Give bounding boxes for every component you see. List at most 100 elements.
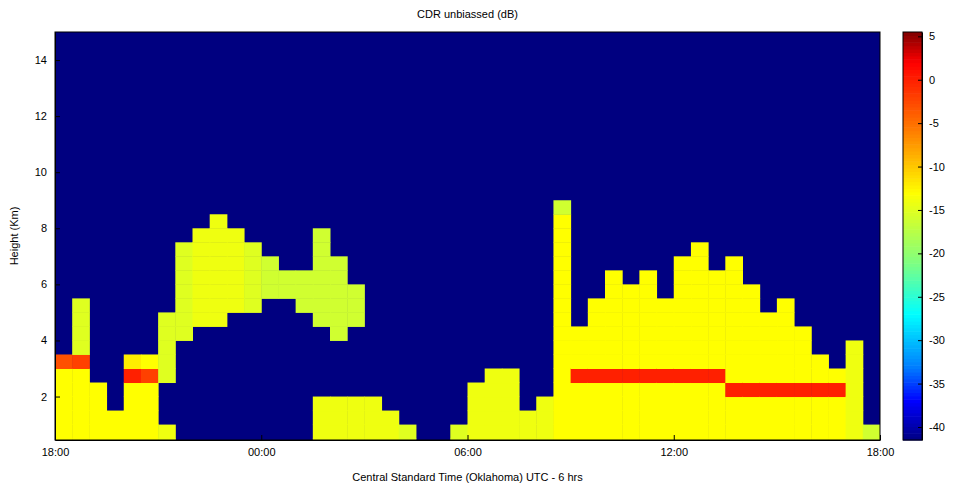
- cell: [553, 228, 571, 243]
- cell: [553, 425, 571, 440]
- colorbar-tick: 5: [918, 30, 935, 42]
- cell: [691, 340, 709, 355]
- cell: [725, 312, 743, 327]
- cell: [553, 256, 571, 271]
- cell: [760, 368, 778, 383]
- cell: [571, 340, 589, 355]
- cell: [571, 383, 589, 398]
- colorbar-tick-label: -15: [929, 204, 945, 216]
- cell: [227, 242, 245, 257]
- cell: [708, 312, 726, 327]
- y-tick-label: 12: [35, 110, 47, 122]
- cell: [794, 354, 812, 369]
- cell: [261, 270, 279, 285]
- cell: [794, 326, 812, 341]
- cell: [124, 425, 142, 440]
- cell: [141, 411, 159, 426]
- cell: [553, 312, 571, 327]
- cell: [691, 354, 709, 369]
- cell: [193, 242, 211, 257]
- cell: [72, 368, 90, 383]
- colorbar: [903, 32, 922, 441]
- cell: [674, 298, 692, 313]
- y-tick-mark: [55, 340, 60, 341]
- cell: [536, 397, 554, 412]
- colorbar-swatch: [903, 131, 922, 135]
- colorbar-tick: -10: [918, 161, 945, 173]
- cell: [777, 411, 795, 426]
- cell: [55, 425, 73, 440]
- cell: [175, 256, 193, 271]
- cell: [811, 368, 829, 383]
- colorbar-axis: 50-5-10-15-20-25-30-35-40: [918, 30, 945, 440]
- cell: [811, 411, 829, 426]
- cell: [141, 397, 159, 412]
- cell: [553, 270, 571, 285]
- cell: [313, 270, 331, 285]
- cell: [674, 270, 692, 285]
- colorbar-tick: -40: [918, 421, 945, 433]
- cell: [639, 397, 657, 412]
- cell: [89, 425, 107, 440]
- cell: [244, 270, 262, 285]
- y-tick-mark: [55, 172, 60, 173]
- cell: [72, 411, 90, 426]
- colorbar-tick-mark: [918, 123, 922, 124]
- cell: [743, 340, 761, 355]
- cell: [72, 340, 90, 355]
- y-tick-label: 2: [41, 391, 47, 403]
- cell: [502, 383, 520, 398]
- cell: [313, 425, 331, 440]
- cell: [691, 312, 709, 327]
- cell: [674, 354, 692, 369]
- chart-title: CDR unbiassed (dB): [417, 8, 518, 20]
- cell: [485, 425, 503, 440]
- cell: [743, 425, 761, 440]
- colorbar-swatch: [903, 433, 922, 437]
- cell: [639, 284, 657, 299]
- colorbar-swatch: [903, 331, 922, 335]
- cell: [794, 397, 812, 412]
- cell: [674, 368, 692, 383]
- cell: [485, 383, 503, 398]
- cell: [725, 256, 743, 271]
- cell: [725, 397, 743, 412]
- cell: [725, 368, 743, 383]
- cell: [296, 298, 314, 313]
- cell: [72, 383, 90, 398]
- x-tick: 18:00: [867, 435, 895, 458]
- cell: [828, 368, 846, 383]
- cell: [210, 270, 228, 285]
- cell: [536, 425, 554, 440]
- cell: [639, 368, 657, 383]
- colorbar-swatch: [903, 416, 922, 420]
- cell: [588, 354, 606, 369]
- cell: [691, 425, 709, 440]
- cell: [760, 354, 778, 369]
- cell: [760, 326, 778, 341]
- cell: [313, 228, 331, 243]
- cell: [725, 354, 743, 369]
- colorbar-swatch: [903, 314, 922, 318]
- cell: [725, 284, 743, 299]
- cell: [605, 326, 623, 341]
- colorbar-swatch: [903, 263, 922, 267]
- cell: [657, 368, 675, 383]
- cell: [846, 368, 864, 383]
- cell: [571, 411, 589, 426]
- colorbar-swatch: [903, 148, 922, 152]
- cell: [347, 298, 365, 313]
- colorbar-tick-label: -35: [929, 378, 945, 390]
- cell: [210, 298, 228, 313]
- colorbar-swatch: [903, 209, 922, 213]
- cell: [846, 383, 864, 398]
- cell: [175, 270, 193, 285]
- cell: [588, 411, 606, 426]
- cell: [846, 354, 864, 369]
- x-tick-label: 18:00: [42, 446, 70, 458]
- y-tick-mark: [55, 397, 60, 398]
- x-axis-line: [56, 440, 881, 441]
- cell: [553, 326, 571, 341]
- cell: [743, 383, 761, 398]
- cell: [485, 411, 503, 426]
